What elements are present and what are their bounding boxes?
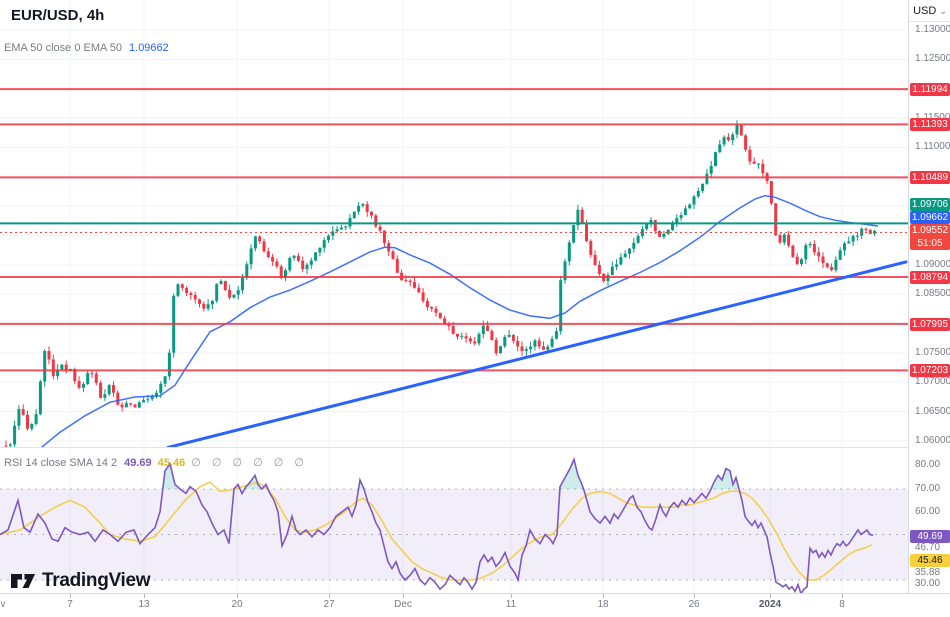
time-axis-tick [770,594,771,598]
time-axis-tick [70,594,71,598]
price-badge: 1.09662 [910,210,950,224]
chevron-down-icon: ⌄ [939,5,947,16]
time-axis-label: Dec [394,599,412,610]
time-axis-label: 20 [231,599,243,610]
time-axis-label: 18 [597,599,609,610]
ema-legend-text: EMA 50 close 0 EMA 50 [4,42,123,54]
axis-tick-label: 80.00 [915,459,941,470]
time-axis-tick [329,594,330,598]
price-badge: 49.69 [910,529,950,543]
time-axis-tick [403,594,404,598]
rsi-legend[interactable]: RSI 14 close SMA 14 2 49.69 45.46 ∅ ∅ ∅ ∅ ∅… [4,456,308,469]
ema50-legend[interactable]: EMA 50 close 0 EMA 50 1.09662 [4,42,169,54]
axis-tick-label: 1.07000 [915,376,950,387]
currency-selector[interactable]: USD ⌄ [909,0,950,22]
price-chart-canvas[interactable] [0,0,908,447]
axis-tick-label: 1.06500 [915,406,950,417]
time-axis-label: 7 [67,599,73,610]
rsi-sma-legend-value: 45.46 [157,457,186,469]
tradingview-logo-text: TradingView [42,570,151,591]
axis-tick-label: 1.08500 [915,288,950,299]
time-axis-tick [511,594,512,598]
time-axis-label: 26 [688,599,700,610]
price-badge: 1.07995 [910,317,950,331]
ema-legend-value: 1.09662 [129,42,169,54]
axis-tick-label: 70.00 [915,483,941,494]
price-badge: 1.09706 [910,197,950,211]
time-axis-tick [144,594,145,598]
time-axis-label: 8 [839,599,845,610]
time-axis-label: 2024 [758,599,782,610]
axis-tick-label: 1.13000 [915,24,950,35]
price-axis[interactable]: USD ⌄ 1.130001.125001.115001.110001.0900… [908,0,950,593]
time-axis-tick [237,594,238,598]
axis-tick-label: 60.00 [915,506,941,517]
axis-tick-label: 46.70 [915,542,941,553]
time-axis-label: v [0,599,6,610]
time-axis-tick [842,594,843,598]
axis-tick-label: 30.00 [915,578,941,589]
axis-tick-label: 1.06000 [915,435,950,446]
time-axis-label: 11 [505,599,517,610]
price-badge: 1.07203 [910,363,950,377]
axis-tick-label: 1.09000 [915,259,950,270]
price-pane[interactable] [0,0,908,447]
tradingview-logo-icon [11,574,35,588]
axis-tick-label: 1.07500 [915,347,950,358]
price-badge: 1.11994 [910,82,950,96]
time-axis[interactable]: v 7 13 20 27 Dec 11 18 26 2024 8 [0,593,950,617]
price-badge: 1.08794 [910,270,950,284]
price-badge: 1.11393 [910,117,950,131]
price-badge: 45.46 [910,553,950,567]
axis-tick-label: 1.12500 [915,53,950,64]
axis-tick-label: 1.11000 [915,141,950,152]
symbol-title: EUR/USD, 4h [11,7,105,24]
axis-tick-label: 35.88 [915,567,941,578]
rsi-pane[interactable] [0,447,908,593]
tradingview-logo[interactable]: TradingView [10,570,151,592]
rsi-chart-canvas[interactable] [0,447,908,593]
price-badge: 1.09552 51:05 [910,224,950,250]
rsi-legend-placeholders: ∅ ∅ ∅ ∅ ∅ ∅ [191,457,308,469]
time-axis-label: 13 [138,599,150,610]
time-axis-tick [603,594,604,598]
rsi-legend-value: 49.69 [124,457,152,469]
currency-label: USD [913,4,937,17]
pane-divider[interactable] [0,447,908,448]
time-axis-label: 27 [323,599,335,610]
rsi-legend-text: RSI 14 close SMA 14 2 [4,457,118,469]
price-badge: 1.10489 [910,170,950,184]
time-axis-tick [694,594,695,598]
